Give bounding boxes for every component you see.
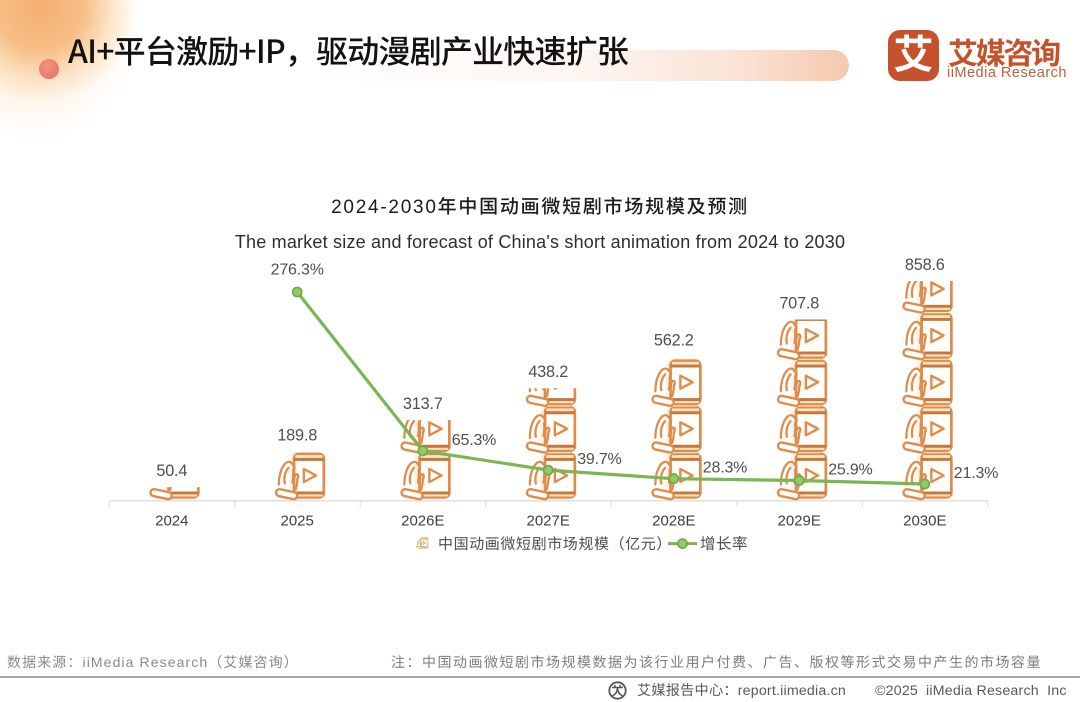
svg-text:2024: 2024 bbox=[155, 512, 188, 529]
svg-text:25.9%: 25.9% bbox=[828, 462, 872, 479]
svg-text:438.2: 438.2 bbox=[528, 363, 568, 381]
svg-text:313.7: 313.7 bbox=[403, 395, 443, 413]
svg-text:189.8: 189.8 bbox=[277, 427, 317, 445]
svg-text:中国动画微短剧市场规模（亿元）: 中国动画微短剧市场规模（亿元） bbox=[438, 536, 672, 553]
svg-text:858.6: 858.6 bbox=[905, 256, 945, 274]
svg-text:2026E: 2026E bbox=[401, 512, 444, 529]
svg-text:2028E: 2028E bbox=[652, 512, 695, 529]
svg-text:2030E: 2030E bbox=[903, 512, 946, 529]
svg-text:2025: 2025 bbox=[281, 512, 314, 529]
svg-text:707.8: 707.8 bbox=[779, 294, 819, 312]
svg-text:21.3%: 21.3% bbox=[954, 465, 998, 482]
svg-text:65.3%: 65.3% bbox=[452, 432, 496, 449]
svg-text:2029E: 2029E bbox=[778, 512, 821, 529]
svg-text:39.7%: 39.7% bbox=[577, 451, 621, 468]
svg-text:艾: 艾 bbox=[894, 30, 934, 81]
svg-text:增长率: 增长率 bbox=[700, 535, 748, 553]
svg-text:2027E: 2027E bbox=[527, 512, 570, 529]
svg-text:276.3%: 276.3% bbox=[271, 262, 324, 279]
svg-text:28.3%: 28.3% bbox=[703, 460, 747, 477]
svg-text:562.2: 562.2 bbox=[654, 332, 694, 350]
svg-text:50.4: 50.4 bbox=[156, 462, 187, 480]
